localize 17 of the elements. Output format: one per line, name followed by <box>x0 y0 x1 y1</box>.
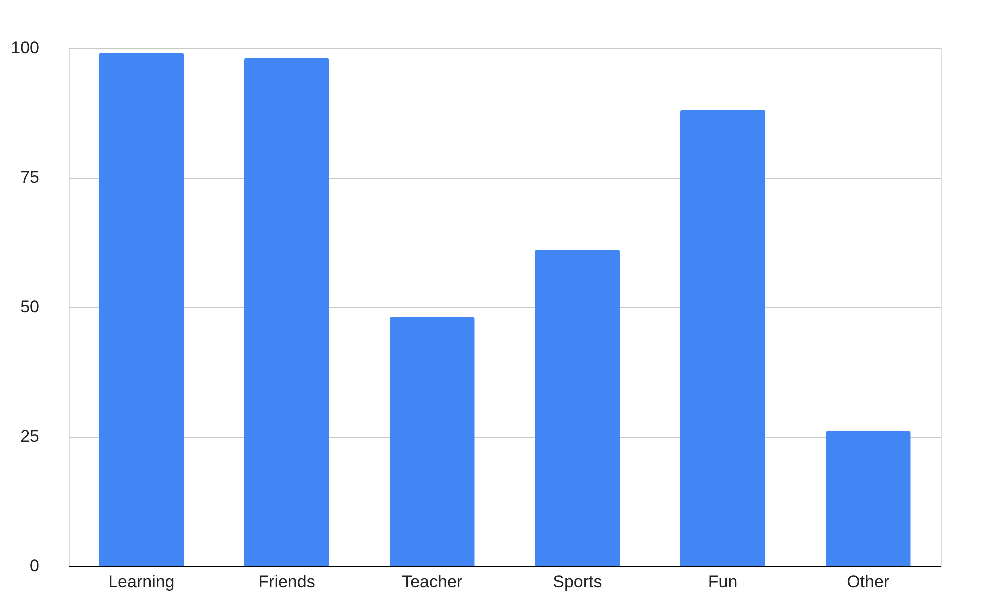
y-tick-label: 0 <box>30 556 40 576</box>
y-tick-label: 50 <box>20 298 40 316</box>
bar <box>826 431 911 566</box>
x-tick-label: Learning <box>108 572 175 592</box>
x-tick-label: Other <box>847 572 890 592</box>
x-tick-label: Friends <box>258 572 316 592</box>
y-tick-label: 75 <box>20 168 40 187</box>
bar <box>390 317 475 566</box>
bar <box>244 58 330 566</box>
bar <box>680 110 766 566</box>
x-tick-label: Teacher <box>402 572 463 592</box>
bar <box>535 250 620 566</box>
y-tick-label: 25 <box>20 427 40 446</box>
x-tick-label: Fun <box>708 572 738 592</box>
y-tick-label: 100 <box>11 38 40 58</box>
bar <box>99 53 184 566</box>
x-tick-label: Sports <box>553 572 602 592</box>
